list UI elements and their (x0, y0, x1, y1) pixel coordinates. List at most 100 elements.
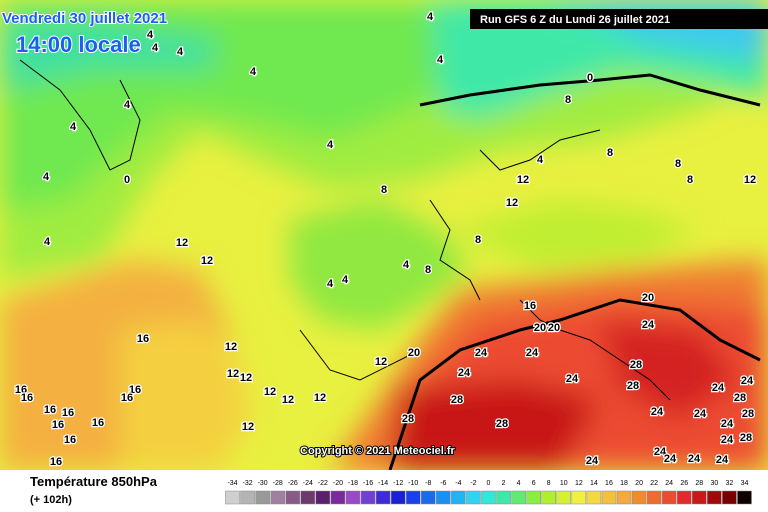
contour-label: 28 (734, 392, 746, 404)
scale-label: 6 (532, 480, 536, 487)
scale-swatch (240, 490, 255, 505)
scale-label: -24 (303, 480, 313, 487)
scale-swatch (285, 490, 301, 505)
contour-label: 8 (381, 184, 387, 196)
contour-label: 8 (475, 234, 481, 246)
contour-label: 16 (44, 404, 56, 416)
contour-label: 12 (242, 421, 254, 433)
scale-label: 24 (665, 480, 673, 487)
contour-label: 24 (721, 434, 734, 446)
contour-label: 12 (314, 392, 326, 404)
contour-label: 16 (15, 384, 27, 396)
scale-label: 30 (710, 480, 718, 487)
contour-label: 12 (517, 174, 529, 186)
forecast-time: 14:00 locale (16, 32, 141, 57)
contour-label: 16 (129, 384, 141, 396)
scale-swatch (315, 490, 331, 505)
contour-label: 24 (741, 375, 754, 387)
footer-title: Température 850hPa (30, 474, 158, 489)
scale-swatch (676, 490, 692, 505)
scale-swatch (496, 490, 511, 505)
contour-label: 28 (402, 413, 414, 425)
contour-label: 16 (524, 300, 536, 312)
contour-label: 4 (43, 171, 50, 183)
scale-swatch (451, 490, 466, 505)
scale-label: 16 (605, 480, 613, 487)
scale-swatch (270, 490, 285, 505)
contour-label: 4 (327, 278, 334, 290)
contour-label: 28 (627, 380, 639, 392)
scale-swatch (692, 490, 707, 505)
contour-label: 24 (566, 373, 579, 385)
scale-label: 2 (502, 480, 506, 487)
contour-label: 12 (375, 356, 387, 368)
contour-label: 24 (651, 406, 664, 418)
contour-label: 4 (177, 46, 184, 58)
contour-label: 12 (744, 174, 756, 186)
scale-label: 10 (560, 480, 568, 487)
scale-swatch (345, 490, 361, 505)
scale-label: 26 (680, 480, 688, 487)
scale-swatch (466, 490, 481, 505)
contour-label: 16 (50, 456, 62, 468)
scale-swatch (375, 490, 391, 505)
contour-label: 8 (675, 158, 681, 170)
scale-swatch (360, 490, 376, 505)
scale-label: 28 (695, 480, 703, 487)
contour-label: 4 (70, 121, 77, 133)
contour-label: 12 (225, 341, 237, 353)
scale-label: -22 (318, 480, 328, 487)
scale-swatch (225, 490, 240, 505)
contour-label: 12 (227, 368, 239, 380)
scale-swatch (511, 490, 526, 505)
scale-label: 20 (635, 480, 643, 487)
contour-label: 24 (458, 367, 471, 379)
scale-swatch (646, 490, 662, 505)
scale-swatch (586, 490, 602, 505)
contour-label: 20 (534, 322, 546, 334)
scale-label: 8 (547, 480, 551, 487)
scale-label: -28 (273, 480, 283, 487)
scale-swatch (526, 490, 541, 505)
footer-lead: (+ 102h) (30, 494, 72, 506)
contour-label: 12 (282, 394, 294, 406)
scale-label: -26 (288, 480, 298, 487)
contour-label: 24 (586, 455, 599, 467)
scale-label: -34 (227, 480, 237, 487)
contour-label: 20 (408, 347, 420, 359)
scale-label: 22 (650, 480, 658, 487)
scale-label: -14 (378, 480, 388, 487)
scale-label: 18 (620, 480, 628, 487)
scale-swatch (631, 490, 647, 505)
contour-label: 4 (403, 259, 410, 271)
contour-label: 4 (437, 54, 444, 66)
scale-label: -12 (393, 480, 403, 487)
contour-label: 12 (240, 372, 252, 384)
contour-label: 4 (327, 139, 334, 151)
scale-swatch (330, 490, 346, 505)
contour-label: 24 (712, 382, 725, 394)
scale-label: 12 (575, 480, 583, 487)
contour-label: 0 (124, 174, 130, 186)
run-box (470, 9, 768, 29)
contour-label: 28 (742, 408, 754, 420)
scale-label: 34 (741, 480, 749, 487)
scale-swatch (556, 490, 572, 505)
copyright: Copyright © 2021 Meteociel.fr (300, 445, 456, 457)
contour-label: 4 (124, 99, 131, 111)
scale-label: -4 (455, 480, 461, 487)
contour-label: 4 (250, 66, 257, 78)
scale-swatch (601, 490, 617, 505)
contour-label: 8 (607, 147, 613, 159)
scale-label: -2 (470, 480, 476, 487)
scale-label: 32 (726, 480, 734, 487)
contour-label: 24 (688, 453, 701, 465)
contour-label: 4 (427, 11, 434, 23)
scale-swatch (541, 490, 557, 505)
contour-label: 16 (62, 407, 74, 419)
contour-label: 16 (121, 392, 133, 404)
scale-swatch (616, 490, 632, 505)
contour-label: 20 (548, 322, 560, 334)
